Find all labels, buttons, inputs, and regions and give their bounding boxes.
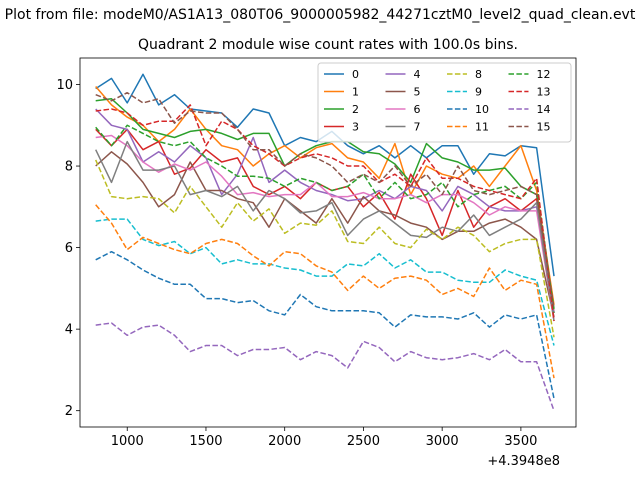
legend-label-15: 15 xyxy=(537,121,551,134)
figure-suptitle: Plot from file: modeM0/AS1A13_080T06_900… xyxy=(5,7,636,23)
legend-label-12: 12 xyxy=(537,68,551,81)
series-line-12 xyxy=(95,124,555,313)
plot-area xyxy=(95,73,555,411)
legend-label-6: 6 xyxy=(414,103,421,116)
legend-label-11: 11 xyxy=(475,121,489,134)
series-line-8 xyxy=(95,159,555,338)
x-tick-label: 2000 xyxy=(268,434,301,449)
x-tick-label: 2500 xyxy=(347,434,380,449)
series-line-9 xyxy=(95,218,555,346)
x-tick-label: 3000 xyxy=(426,434,459,449)
y-tick-label: 4 xyxy=(65,323,73,338)
legend-label-1: 1 xyxy=(352,86,359,99)
series-line-15 xyxy=(95,91,555,309)
series-line-11 xyxy=(95,204,555,379)
x-tick-label: 1500 xyxy=(189,434,222,449)
series-line-10 xyxy=(95,250,555,399)
legend-label-8: 8 xyxy=(475,68,482,81)
legend-label-7: 7 xyxy=(414,121,421,134)
x-tick-label: 3500 xyxy=(504,434,537,449)
legend-label-3: 3 xyxy=(352,121,359,134)
legend-label-2: 2 xyxy=(352,103,359,116)
series-line-7 xyxy=(95,140,555,322)
legend-label-5: 5 xyxy=(414,86,421,99)
legend-label-10: 10 xyxy=(475,103,489,116)
series-line-6 xyxy=(95,134,555,322)
axes-frame xyxy=(79,57,577,428)
y-tick-label: 2 xyxy=(65,404,73,419)
legend-box xyxy=(317,62,572,143)
legend-label-14: 14 xyxy=(537,103,551,116)
legend-label-9: 9 xyxy=(475,86,482,99)
y-tick-label: 6 xyxy=(65,241,73,256)
series-line-3 xyxy=(95,128,555,313)
plot-title: Quadrant 2 module wise count rates with … xyxy=(138,37,518,53)
series-line-2 xyxy=(95,98,555,309)
legend-label-4: 4 xyxy=(414,68,421,81)
series-line-13 xyxy=(95,104,555,322)
x-tick-label: 1000 xyxy=(111,434,144,449)
x-offset-label: +4.3948e8 xyxy=(487,454,560,469)
series-line-4 xyxy=(95,108,555,313)
legend-label-0: 0 xyxy=(352,68,359,81)
y-tick-label: 8 xyxy=(65,160,73,175)
y-tick-label: 10 xyxy=(56,78,73,93)
series-line-14 xyxy=(95,322,555,411)
series-line-5 xyxy=(95,151,555,318)
legend-label-13: 13 xyxy=(537,86,551,99)
